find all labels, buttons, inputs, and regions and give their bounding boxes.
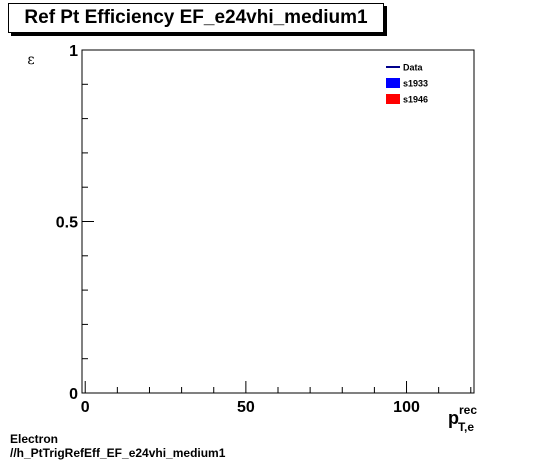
y-axis-ticks	[82, 49, 94, 394]
y-axis-label: ε	[27, 52, 34, 68]
footer: Electron //h_PtTrigRefEff_EF_e24vhi_medi…	[10, 432, 225, 460]
legend-label: s1946	[403, 95, 428, 105]
y-tick-label: 0	[69, 386, 78, 403]
x-tick-label: 50	[237, 399, 255, 416]
x-axis-label-sub: T,e	[458, 420, 474, 434]
x-tick-label: 0	[81, 399, 90, 416]
legend-label: Data	[403, 63, 424, 73]
y-tick-labels: 00.51	[56, 43, 78, 403]
footer-line-1: Electron	[10, 432, 59, 446]
legend-entry: s1933	[386, 78, 428, 89]
x-tick-labels: 0 50 100	[81, 399, 420, 416]
x-axis-label: p rec T,e	[448, 403, 477, 434]
x-tick-label: 100	[393, 399, 420, 416]
legend-entry: s1946	[386, 94, 428, 105]
x-axis-label-main: p	[448, 408, 459, 428]
chart-title-box: Ref Pt Efficiency EF_e24vhi_medium1	[8, 3, 384, 33]
x-axis-ticks	[84, 381, 472, 393]
legend-entry: Data	[386, 63, 424, 73]
footer-line-2: //h_PtTrigRefEff_EF_e24vhi_medium1	[10, 446, 226, 460]
legend-label: s1933	[403, 79, 428, 89]
y-tick-label: 0.5	[56, 215, 78, 232]
y-tick-label: 1	[69, 43, 78, 60]
chart-title: Ref Pt Efficiency EF_e24vhi_medium1	[24, 7, 368, 28]
legend: Data s1933 s1946	[386, 63, 428, 105]
legend-swatch-box	[386, 94, 400, 104]
x-axis-label-sup: rec	[459, 403, 477, 417]
legend-swatch-box	[386, 78, 400, 88]
